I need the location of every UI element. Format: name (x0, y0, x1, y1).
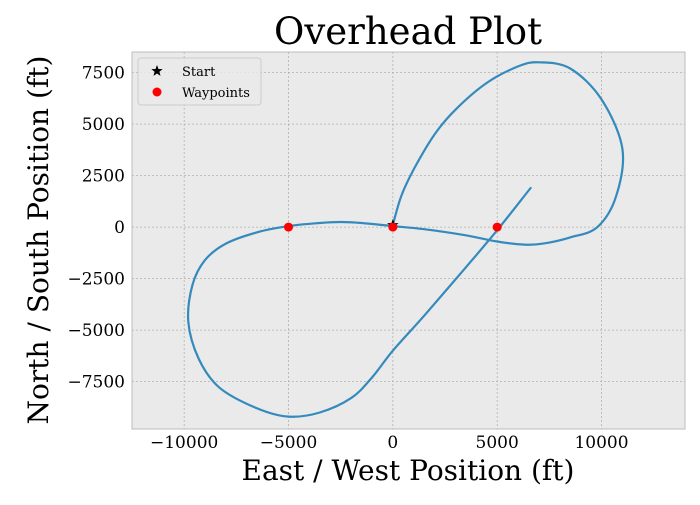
waypoint-marker (284, 222, 294, 232)
legend-waypoint-dot-icon (152, 87, 162, 97)
marker-layer (284, 219, 502, 232)
legend-start-star-icon (151, 65, 163, 76)
y-tick-label: 7500 (82, 64, 125, 84)
legend-box (137, 57, 262, 106)
x-tick-label: 10000 (574, 433, 628, 453)
y-axis-label: North / South Position (ft) (22, 56, 55, 425)
plot-frame (131, 51, 686, 430)
x-tick-label: 5000 (476, 433, 519, 453)
trajectory-line (186, 61, 625, 418)
legend-label-start: Start (182, 65, 216, 80)
waypoint-marker (388, 222, 398, 232)
x-axis-label: East / West Position (ft) (242, 454, 575, 487)
waypoint-marker (492, 222, 502, 232)
series-layer (186, 61, 625, 418)
plot-area (132, 52, 685, 429)
x-tick-label: 0 (387, 433, 398, 453)
y-tick-label: 5000 (82, 115, 125, 135)
x-tick-label: −10000 (150, 433, 218, 453)
x-tick-label: −5000 (260, 433, 318, 453)
y-tick-label: 2500 (82, 167, 125, 187)
chart-title: Overhead Plot (274, 10, 542, 53)
y-tick-label: −7500 (67, 373, 125, 393)
y-tick-label: 0 (114, 218, 125, 238)
y-tick-label: −2500 (67, 270, 125, 290)
legend-label-waypoints: Waypoints (182, 86, 250, 101)
y-tick-label: −5000 (67, 321, 125, 341)
legend: Start Waypoints (137, 57, 262, 106)
tick-labels: −10000 −5000 0 5000 10000 −7500 −5000 −2500 0 250… (67, 64, 628, 453)
